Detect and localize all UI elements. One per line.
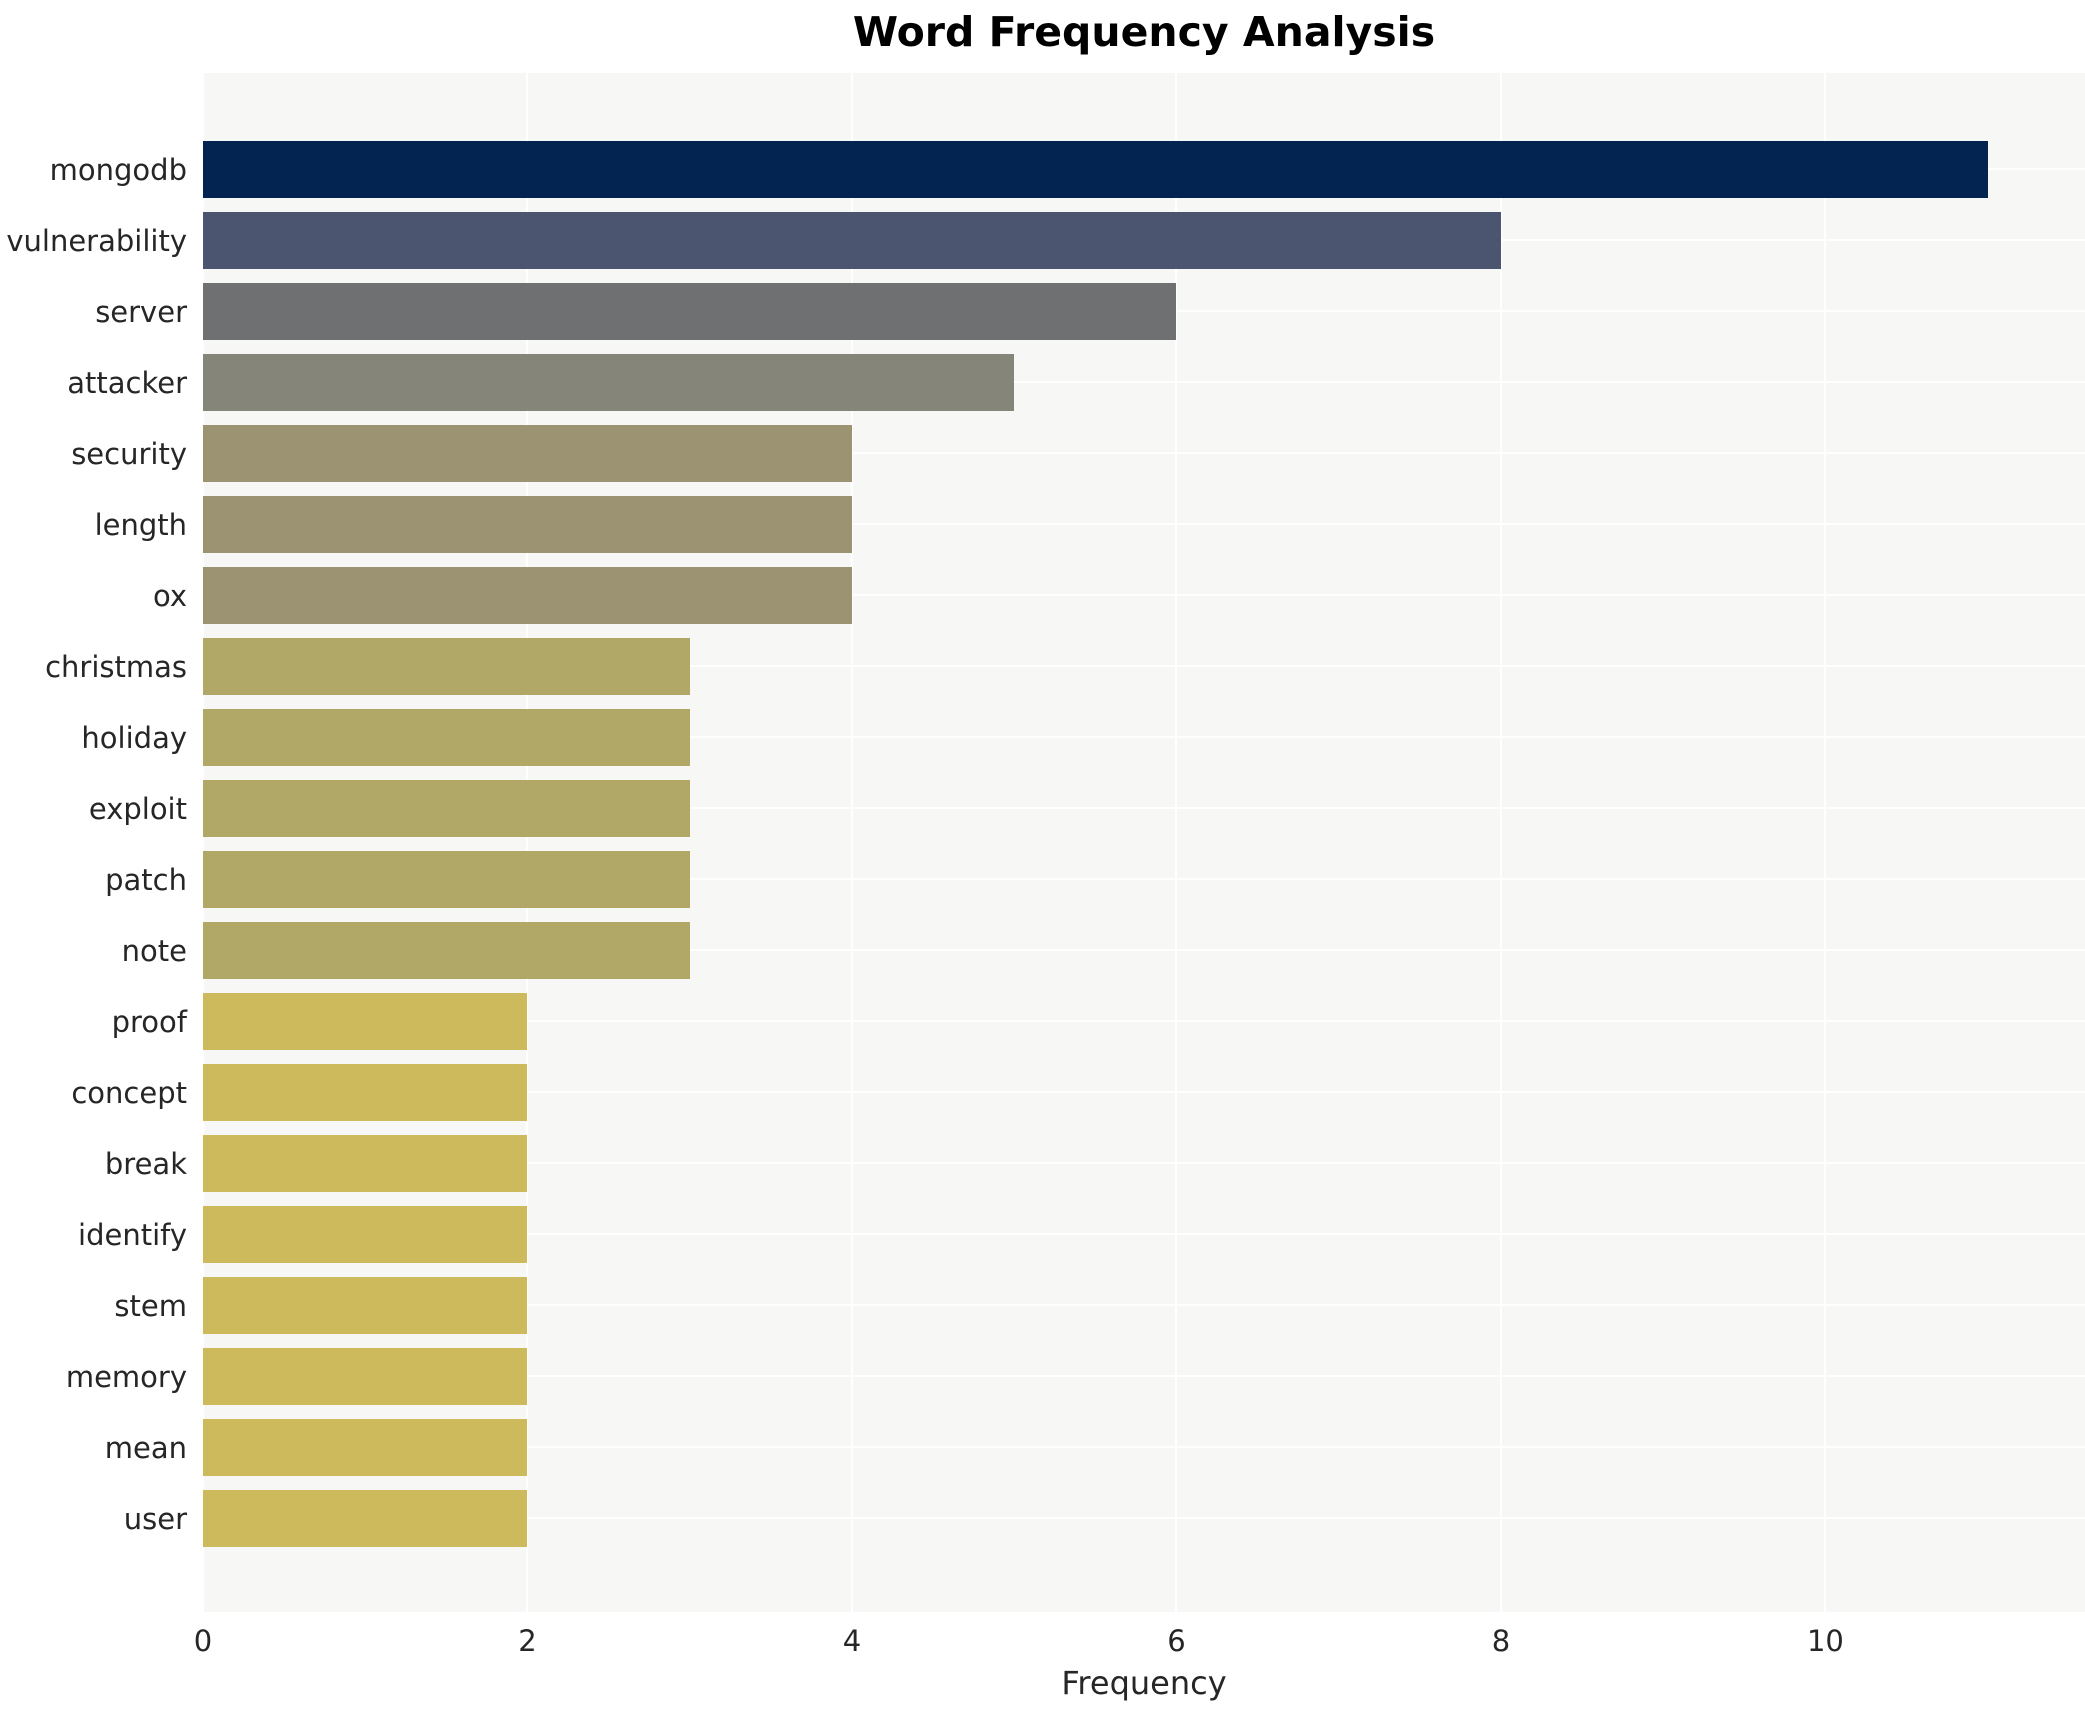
frequency-bar [203,567,852,624]
y-axis-category-label: security [71,436,187,471]
y-axis-category-label: mongodb [49,152,187,187]
y-gridline [203,381,2085,383]
y-gridline [203,1162,2085,1164]
frequency-bar [203,1064,528,1121]
frequency-bar [203,496,852,553]
frequency-bar [203,425,852,482]
y-gridline [203,1517,2085,1519]
y-gridline [203,452,2085,454]
bar-row: patch [105,844,2085,915]
y-gridline [203,523,2085,525]
frequency-bar [203,1206,528,1263]
frequency-bar [203,780,690,837]
y-gridline [203,807,2085,809]
bar-row: identify [78,1199,2085,1270]
frequency-bar [203,1348,528,1405]
bar-row: server [95,276,2085,347]
frequency-bar [203,1490,528,1547]
y-gridline [203,1233,2085,1235]
frequency-bar [203,354,1015,411]
y-gridline [203,949,2085,951]
y-axis-category-label: identify [78,1217,187,1252]
y-axis-category-label: patch [105,862,187,897]
bar-row: attacker [67,347,2085,418]
x-axis-tick-label: 6 [1167,1624,1186,1658]
y-axis-category-label: user [123,1501,187,1536]
bar-row: mongodb [50,134,2085,205]
frequency-bar [203,1135,528,1192]
plot-area: mongodb vulnerability server attacker securi… [6,73,2085,1612]
frequency-bar [203,141,1988,198]
x-axis-tick-label: 10 [1806,1624,1844,1658]
bar-rows: mongodb vulnerability server attacker securi… [6,134,2085,1554]
bar-row: ox [153,560,2085,631]
y-axis-category-label: length [94,507,187,542]
bar-row: proof [112,986,2085,1057]
frequency-bar [203,1277,528,1334]
bar-row: christmas [45,631,2085,702]
x-gridline [1824,73,1827,1612]
frequency-bar [203,638,690,695]
bar-row: user [124,1483,2085,1554]
y-axis-category-label: ox [152,578,187,613]
y-axis-category-label: memory [65,1359,187,1394]
bar-row: security [71,418,2085,489]
x-gridline [1175,73,1178,1612]
y-axis-category-label: note [121,933,187,968]
bar-row: vulnerability [6,205,2085,276]
y-gridline [203,1091,2085,1093]
frequency-bar [203,283,1177,340]
bar-row: length [95,489,2085,560]
y-gridline [203,736,2085,738]
y-axis-category-label: stem [114,1288,187,1323]
x-axis-tick-label: 4 [842,1624,862,1658]
y-gridline [203,878,2085,880]
bar-row: concept [71,1057,2085,1128]
x-axis-tick-label: 8 [1491,1624,1511,1658]
y-gridline [203,594,2085,596]
y-axis-category-label: mean [104,1430,187,1465]
y-axis-category-label: vulnerability [6,223,187,258]
x-gridline [526,73,529,1612]
x-axis-tick-label: 0 [193,1624,213,1658]
frequency-bar [203,212,1501,269]
frequency-bar [203,922,690,979]
frequency-bar [203,851,690,908]
y-axis-category-label: break [104,1146,187,1181]
x-axis-label: Frequency [1061,1664,1227,1702]
y-gridline [203,1446,2085,1448]
chart-title: Word Frequency Analysis [852,8,1436,56]
y-axis-category-label: holiday [81,720,187,755]
x-axis-tick-label: 2 [518,1624,537,1658]
y-gridline [203,1020,2085,1022]
y-axis-category-label: christmas [45,649,187,684]
bar-row: mean [105,1412,2085,1483]
y-axis-category-label: proof [111,1004,187,1039]
x-gridline [850,73,853,1612]
bar-row: break [105,1128,2085,1199]
y-gridline [203,665,2085,667]
bar-row: holiday [81,702,2085,773]
bar-row: memory [66,1341,2085,1412]
x-gridline [1499,73,1502,1612]
x-gridline [202,73,204,1612]
bar-row: exploit [89,773,2085,844]
y-axis-category-label: server [95,294,187,329]
frequency-bar [203,709,690,766]
bar-row: note [122,915,2085,986]
frequency-bar [203,993,528,1050]
frequency-bar [203,1419,528,1476]
y-axis-category-label: exploit [88,791,187,826]
y-gridline [203,1375,2085,1377]
y-axis-category-label: attacker [67,365,187,400]
y-axis-category-label: concept [71,1075,187,1110]
bar-row: stem [114,1270,2085,1341]
x-axis-ticks: 0 2 4 6 8 10 [194,1624,2085,1664]
y-gridline [203,1304,2085,1306]
